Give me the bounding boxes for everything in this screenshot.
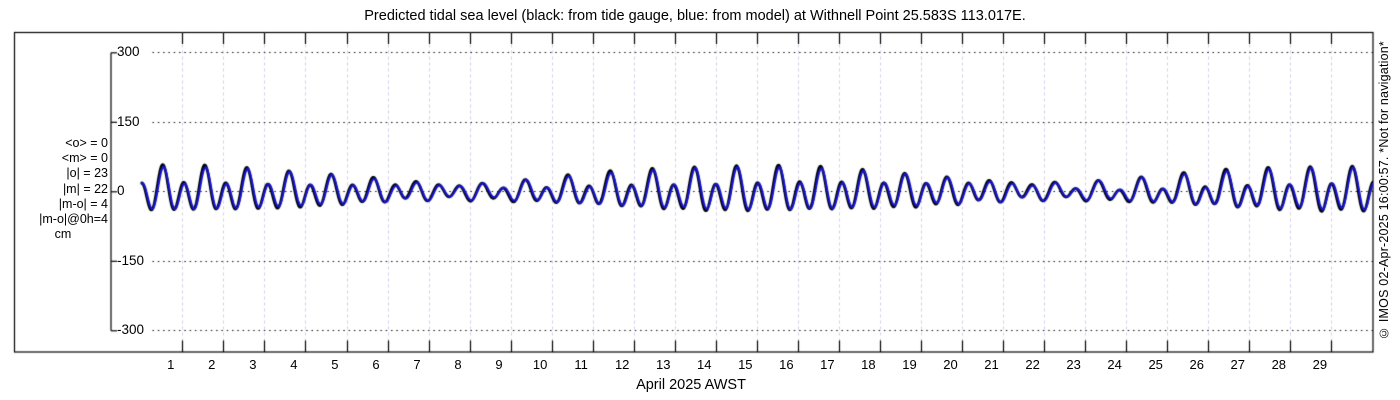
stats-line: |o| = 23 <box>66 166 108 181</box>
x-tick-label: 7 <box>413 357 421 372</box>
x-tick-label: 27 <box>1230 357 1245 372</box>
stats-line: |m| = 22 <box>62 181 108 196</box>
x-tick-label: 16 <box>779 357 794 372</box>
x-tick-label: 3 <box>249 357 257 372</box>
x-tick-label: 5 <box>331 357 339 372</box>
x-tick-label: 10 <box>532 357 548 372</box>
stats-line: <m> = 0 <box>61 151 108 166</box>
y-tick-label: -300 <box>117 322 145 338</box>
y-tick-label: 0 <box>117 183 125 199</box>
y-tick-label: 300 <box>117 44 140 60</box>
x-tick-label: 22 <box>1025 357 1040 372</box>
x-tick-label: 11 <box>574 357 588 372</box>
x-tick-label: 14 <box>697 357 712 372</box>
stats-panel: <o> = 0 <m> = 0 |o| = 23 |m| = 22 |m-o| = 4 |… <box>18 136 108 242</box>
plot-title: Predicted tidal sea level (black: from t… <box>364 8 1026 24</box>
attribution-text: © IMOS 02-Apr-2025 16:00:57. *Not for na… <box>1377 41 1391 341</box>
stats-line: <o> = 0 <box>65 136 108 150</box>
stats-line: |m-o|@0h=4 <box>39 212 108 227</box>
x-tick-label: 12 <box>614 357 630 372</box>
x-tick-label: 28 <box>1271 357 1287 372</box>
x-axis-title: April 2025 AWST <box>636 377 746 393</box>
x-tick-label: 13 <box>655 357 671 372</box>
x-tick-label: 15 <box>738 357 753 372</box>
x-tick-label: 19 <box>902 357 917 372</box>
x-tick-label: 18 <box>861 357 876 372</box>
x-tick-label: 23 <box>1066 357 1081 372</box>
x-tick-label: 1 <box>167 357 175 372</box>
x-tick-label: 2 <box>208 357 216 372</box>
stats-line: cm <box>54 227 72 242</box>
stats-line: |m-o| = 4 <box>58 196 108 211</box>
x-tick-label: 9 <box>495 357 503 372</box>
x-tick-label: 6 <box>372 357 380 372</box>
x-tick-label: 20 <box>943 357 958 372</box>
x-tick-label: 29 <box>1312 357 1328 372</box>
x-tick-label: 25 <box>1148 357 1163 372</box>
x-tick-label: 21 <box>984 357 999 372</box>
y-tick-label: 150 <box>117 113 140 129</box>
x-tick-label: 4 <box>290 357 298 372</box>
x-tick-label: 26 <box>1189 357 1204 372</box>
x-tick-label: 17 <box>820 357 835 372</box>
y-tick-label: -150 <box>117 252 145 268</box>
x-tick-label: 24 <box>1107 357 1122 372</box>
x-tick-label: 8 <box>454 357 462 372</box>
